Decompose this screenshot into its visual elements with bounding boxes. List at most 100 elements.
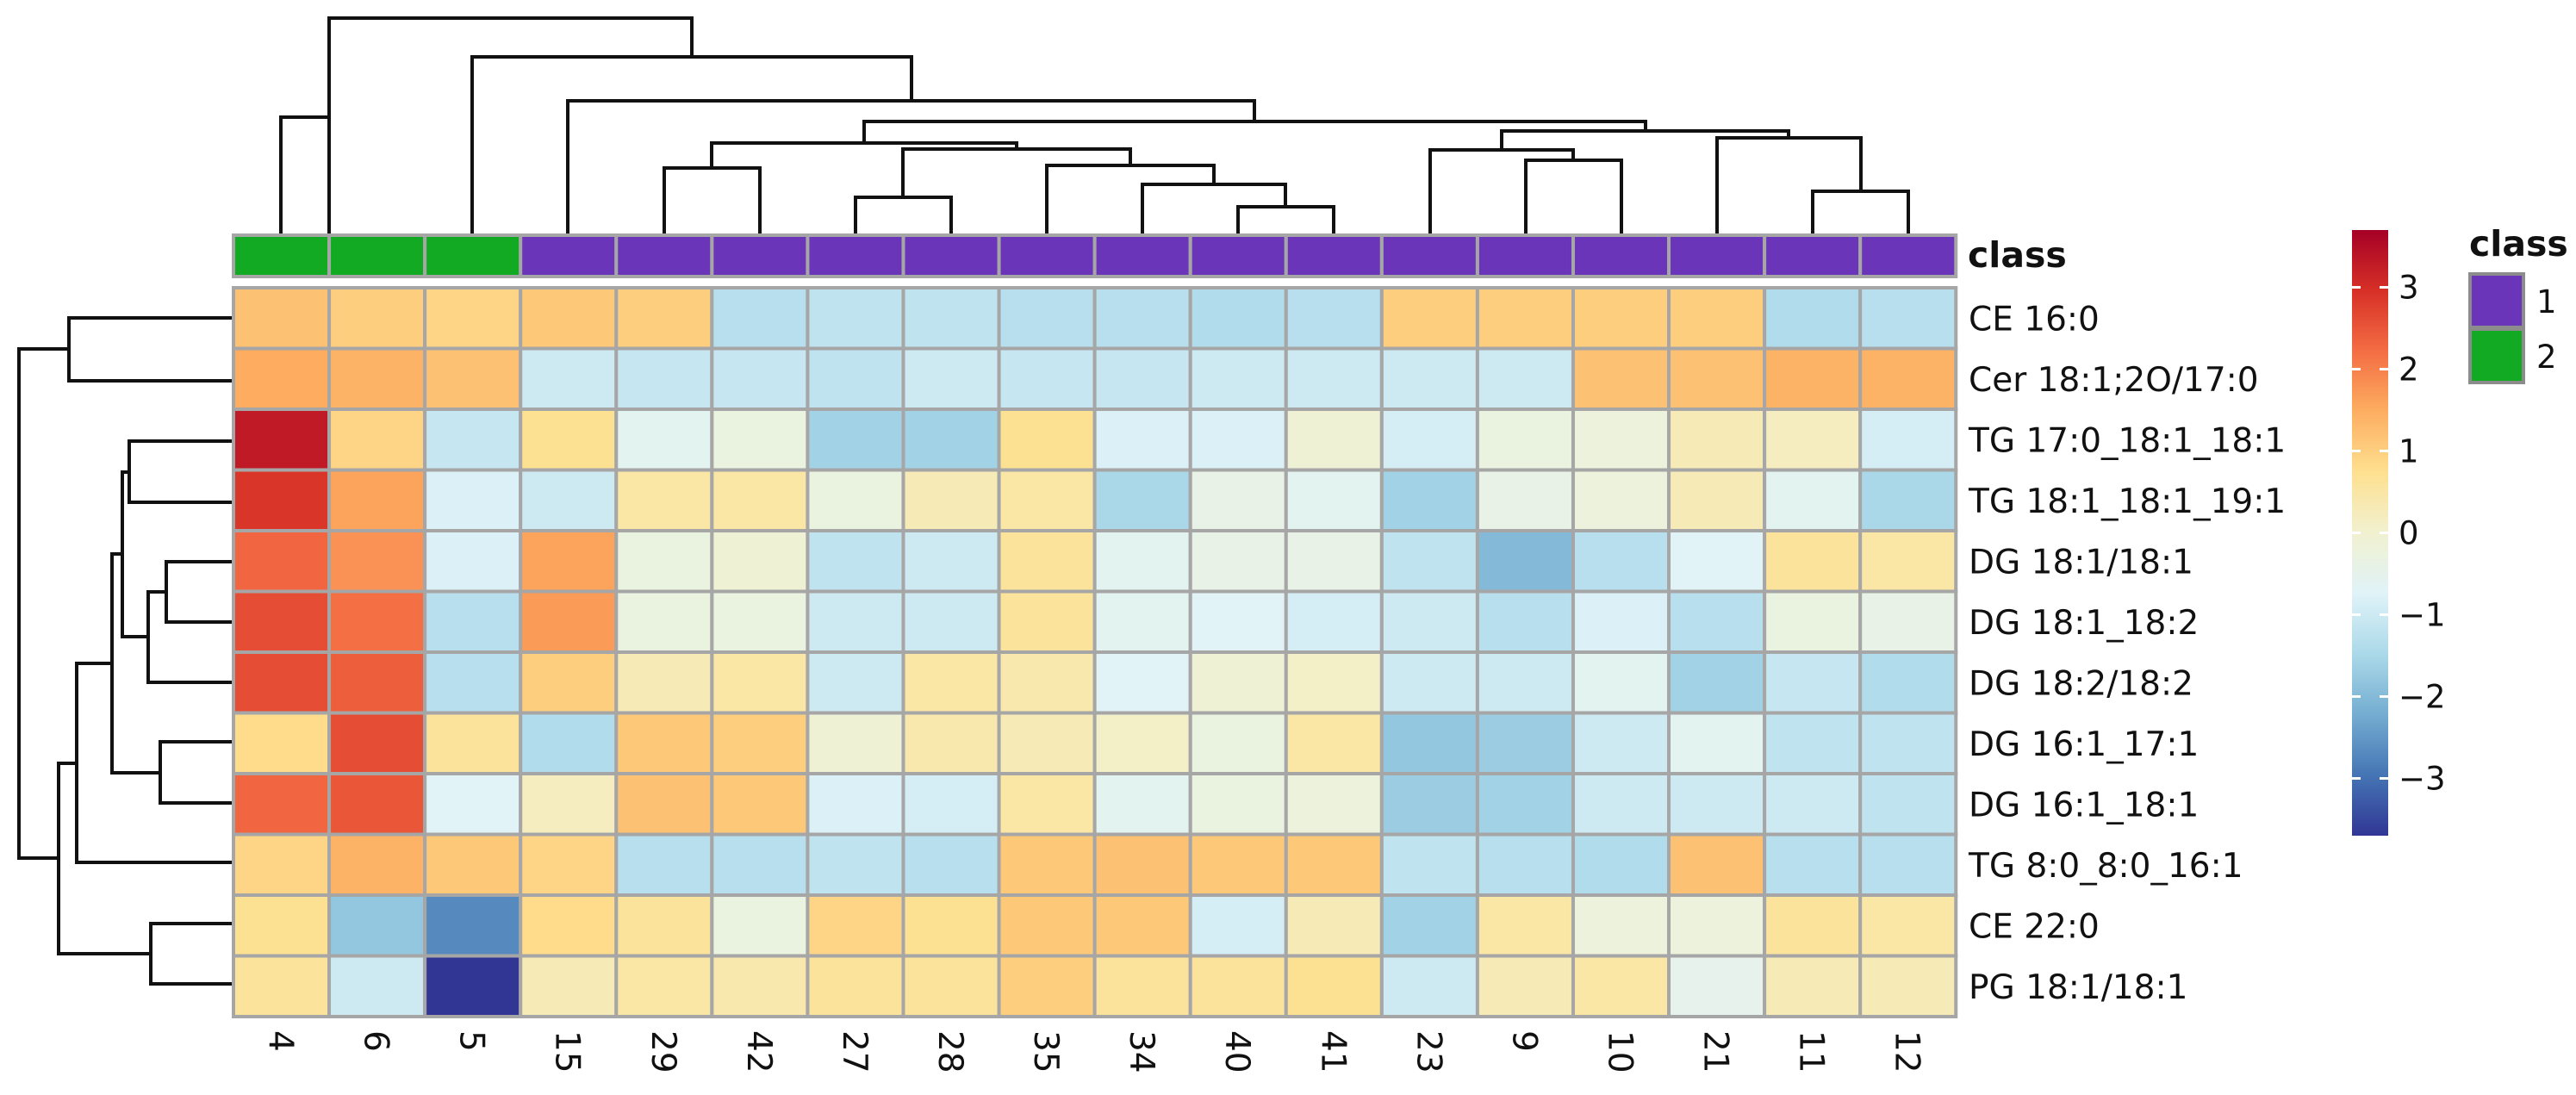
heatmap-cell — [1571, 832, 1671, 897]
heatmap-cell — [1188, 711, 1288, 775]
column-label: 6 — [357, 1030, 395, 1052]
heatmap-cell — [1475, 468, 1575, 532]
heatmap-cell — [327, 346, 427, 411]
heatmap-cell — [1092, 711, 1192, 775]
heatmap-cell — [1092, 468, 1192, 532]
class-cell-28 — [901, 233, 1001, 278]
heatmap-cell — [710, 893, 810, 958]
class-cell-11 — [1763, 233, 1863, 278]
heatmap-cell — [614, 529, 714, 594]
heatmap-cell — [901, 286, 1001, 351]
heatmap-cell — [232, 408, 332, 472]
legend-swatch-class-2 — [2468, 327, 2525, 384]
heatmap-cell — [1763, 589, 1863, 654]
heatmap-cell — [806, 650, 905, 715]
heatmap-cell — [614, 589, 714, 654]
colorbar-tick-label: 2 — [2399, 352, 2419, 389]
heatmap-cell — [614, 772, 714, 837]
colorbar-tick-label: −1 — [2399, 597, 2446, 634]
heatmap-cell — [1284, 650, 1384, 715]
row-label: Cer 18:1;2O/17:0 — [1969, 361, 2259, 400]
heatmap-cell — [614, 832, 714, 897]
heatmap-cell — [901, 468, 1001, 532]
heatmap-cell — [1667, 772, 1767, 837]
heatmap-cell — [710, 529, 810, 594]
heatmap-cell — [1188, 529, 1288, 594]
heatmap-cell — [1763, 529, 1863, 594]
heatmap-cell — [806, 893, 905, 958]
heatmap-cell — [1667, 954, 1767, 1018]
class-cell-6 — [327, 233, 427, 278]
heatmap-cell — [1763, 772, 1863, 837]
heatmap-cell — [1092, 954, 1192, 1018]
heatmap-cell — [806, 408, 905, 472]
heatmap-cell — [1667, 589, 1767, 654]
column-label: 35 — [1026, 1030, 1065, 1073]
row-dendro-merge-dg161 — [159, 740, 234, 805]
heatmap-cell — [423, 954, 523, 1018]
legend-label-class-2: 2 — [2536, 339, 2557, 376]
class-cell-9 — [1475, 233, 1575, 278]
heatmap-cell — [1379, 772, 1479, 837]
heatmap-cell — [901, 893, 1001, 958]
column-label: 21 — [1696, 1030, 1735, 1073]
heatmap-cell — [1379, 711, 1479, 775]
heatmap-cell — [614, 650, 714, 715]
heatmap-cell — [1284, 832, 1384, 897]
class-cell-21 — [1667, 233, 1767, 278]
column-dendrogram — [279, 16, 1910, 235]
heatmap-cell — [806, 346, 905, 411]
heatmap-cell — [519, 650, 619, 715]
heatmap-cell — [327, 650, 427, 715]
heatmap-cell — [1284, 893, 1384, 958]
class-legend: class 12 — [2468, 223, 2568, 384]
heatmap-cell — [423, 893, 523, 958]
heatmap-cell — [327, 408, 427, 472]
heatmap-cell — [232, 954, 332, 1018]
row-label: TG 8:0_8:0_16:1 — [1968, 847, 2243, 886]
heatmap-cell — [901, 589, 1001, 654]
legend-entries: 12 — [2468, 272, 2557, 384]
class-cell-29 — [614, 233, 714, 278]
class-cell-34 — [1092, 233, 1192, 278]
heatmap-cell — [1763, 408, 1863, 472]
row-label: TG 17:0_18:1_18:1 — [1968, 421, 2286, 460]
class-cell-42 — [710, 233, 810, 278]
column-label: 28 — [930, 1030, 969, 1073]
heatmap-cell — [1667, 711, 1767, 775]
class-cell-27 — [806, 233, 905, 278]
row-dendro-merge-dg-dg182 — [146, 590, 234, 684]
heatmap-cell — [1092, 408, 1192, 472]
heatmap-cell — [1379, 346, 1479, 411]
heatmap-cell — [423, 772, 523, 837]
heatmap-cell — [997, 772, 1097, 837]
heatmap-cell — [232, 346, 332, 411]
row-label: PG 18:1/18:1 — [1969, 968, 2187, 1007]
heatmap-cell — [327, 589, 427, 654]
heatmap-cell — [997, 468, 1097, 532]
col-dendro-merge-29-42 — [663, 166, 762, 235]
heatmap-cell — [1475, 589, 1575, 654]
heatmap-cell — [327, 893, 427, 958]
heatmap-cell — [1667, 650, 1767, 715]
heatmap-cell — [997, 650, 1097, 715]
heatmap-cell — [1475, 893, 1575, 958]
heatmap-cell — [1667, 468, 1767, 532]
heatmap-cell — [710, 711, 810, 775]
row-labels: CE 16:0 Cer 18:1;2O/17:0 TG 17:0_18:1_18:1… — [1968, 300, 2286, 1007]
col-dendro-merge-9-10 — [1524, 159, 1623, 235]
row-label: DG 18:2/18:2 — [1969, 664, 2193, 703]
heatmap-cell — [232, 589, 332, 654]
heatmap-cell — [1858, 711, 1958, 775]
legend-swatch-class-1 — [2468, 272, 2525, 329]
heatmap-cell — [327, 954, 427, 1018]
heatmap-cell — [327, 711, 427, 775]
heatmap-cell — [423, 832, 523, 897]
col-dendro-merge-29-27 — [710, 141, 1018, 168]
heatmap-cell — [1092, 832, 1192, 897]
heatmap-cell — [1475, 954, 1575, 1018]
class-cell-12 — [1858, 233, 1958, 278]
heatmap-cell — [519, 408, 619, 472]
heatmap-cell — [1475, 529, 1575, 594]
